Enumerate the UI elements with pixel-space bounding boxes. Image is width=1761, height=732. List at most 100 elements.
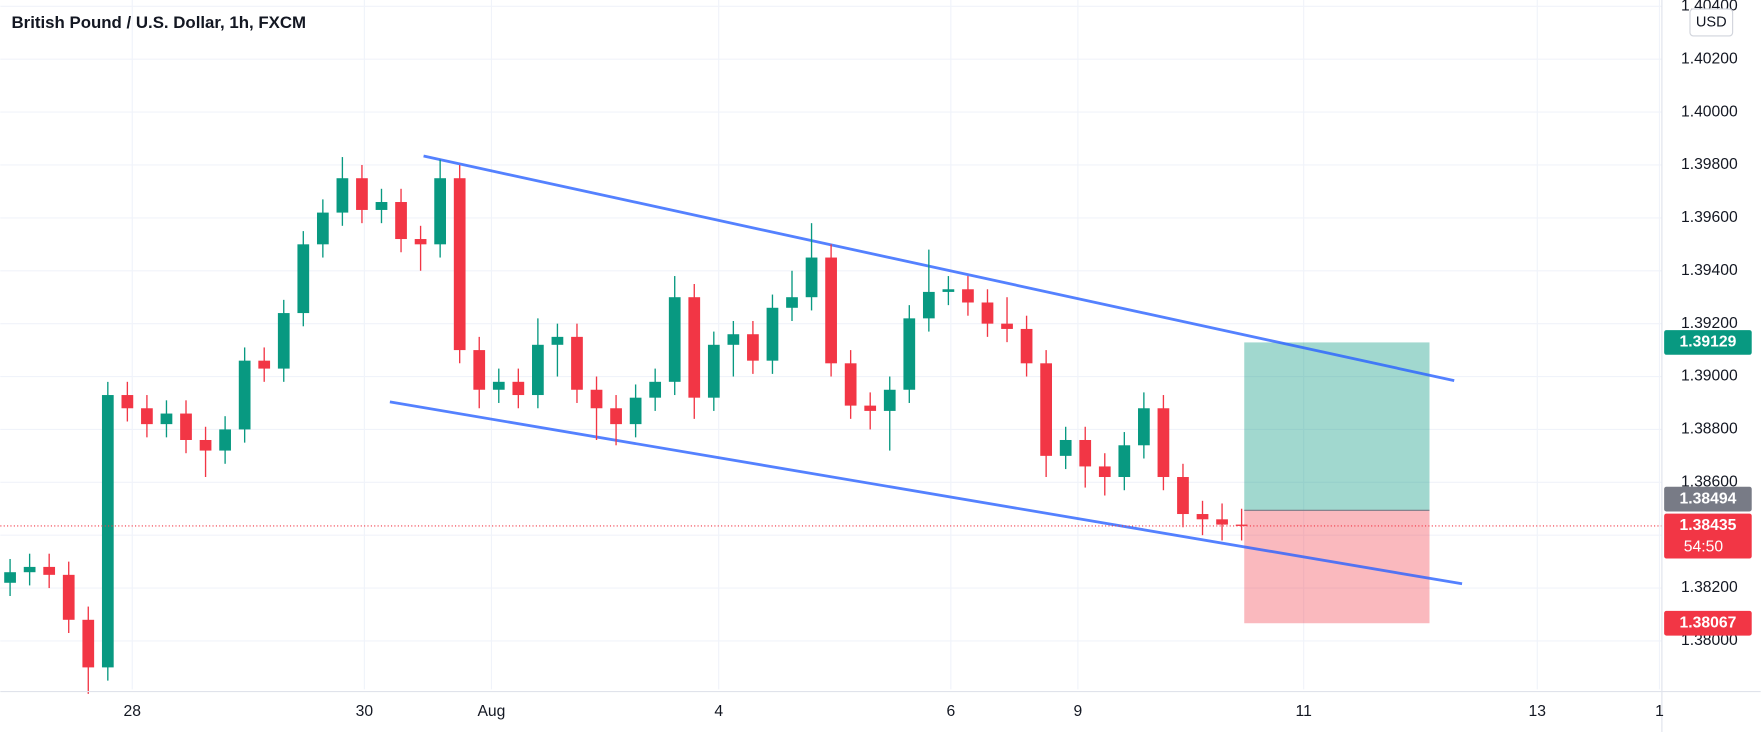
candle-body [590, 389, 603, 409]
candle-body [1196, 514, 1209, 520]
y-tick-label: 1.40200 [1681, 50, 1738, 67]
x-tick-label: 4 [714, 703, 723, 720]
candle-body [180, 413, 192, 440]
x-tick-label: 1 [1655, 703, 1664, 720]
candle-body [199, 439, 212, 451]
candle-body [297, 244, 310, 314]
price-label-box [1664, 330, 1752, 355]
candle-body [805, 257, 818, 298]
x-tick-label: 9 [1074, 703, 1083, 720]
candle-body [688, 297, 701, 398]
candle-body [492, 381, 505, 390]
y-tick-label: 1.38800 [1681, 421, 1738, 438]
candle-body [1157, 408, 1170, 478]
y-tick-label: 1.39000 [1681, 368, 1738, 385]
candle-body [707, 344, 720, 398]
candle-body [629, 397, 642, 425]
currency-label: USD [1696, 14, 1727, 30]
candle-body [43, 566, 56, 575]
price-label-box [1664, 610, 1752, 636]
candle-body [766, 307, 779, 361]
y-tick-label: 1.40000 [1681, 103, 1738, 120]
candle-body [1020, 328, 1033, 364]
y-tick-label: 1.39800 [1681, 156, 1738, 173]
candle-body [922, 291, 935, 319]
candle-body [414, 239, 427, 245]
x-tick-label: 28 [124, 703, 142, 720]
x-tick-label: 11 [1296, 703, 1312, 720]
currency-box [1689, 8, 1734, 37]
candle-body [1235, 524, 1248, 526]
price-label: 1.38494 [1680, 490, 1737, 507]
axes: 1.380001.382001.384001.386001.388001.390… [124, 0, 1752, 720]
lower-trend-line [389, 400, 1463, 586]
y-tick-label: 1.38600 [1681, 473, 1738, 490]
x-tick-label: Aug [477, 703, 505, 720]
candle-body [1059, 439, 1072, 456]
candle-body [62, 574, 75, 620]
profit-zone [1244, 342, 1430, 511]
grid [0, 0, 1662, 690]
candle-body [141, 408, 153, 425]
candle-body [336, 178, 349, 213]
candle-body [551, 336, 564, 345]
position-tool [1244, 342, 1430, 624]
x-tick-label: 6 [946, 703, 955, 720]
candle-body [864, 405, 877, 411]
x-tick-label: 30 [356, 703, 374, 720]
candle-body [1216, 519, 1228, 525]
candle-body [1138, 408, 1150, 446]
price-label: 1.39129 [1680, 334, 1737, 351]
candle-body [825, 257, 837, 364]
candle-body [238, 360, 251, 430]
price-label: 1.38067 [1680, 614, 1737, 631]
candle-body [453, 178, 466, 351]
candle-body [981, 302, 994, 324]
candle-body [610, 408, 622, 425]
candle-body [942, 289, 955, 292]
candle-body [883, 389, 896, 411]
candle-body [512, 381, 525, 396]
candle-body [356, 178, 368, 210]
candle-body [1040, 363, 1052, 456]
candle-body [277, 313, 290, 369]
candle-body [727, 334, 740, 345]
price-label-box [1664, 486, 1752, 512]
candle-body [375, 202, 388, 210]
candle-body [571, 336, 583, 390]
candle-body [316, 212, 329, 245]
y-tick-label: 1.39400 [1681, 262, 1738, 279]
candle-body [962, 289, 974, 303]
candle-body [1177, 477, 1189, 515]
candle-body [473, 350, 486, 390]
candle-body [532, 344, 544, 396]
price-label: 1.38435 [1680, 517, 1737, 534]
x-tick-label: 13 [1529, 703, 1547, 720]
loss-zone [1244, 510, 1430, 624]
candle-body [747, 334, 759, 361]
candle-body [4, 572, 16, 583]
y-tick-label: 1.39600 [1681, 209, 1738, 226]
y-tick-label: 1.38000 [1681, 632, 1738, 649]
candle-body [258, 360, 271, 369]
countdown: 54:50 [1684, 538, 1724, 555]
candle-body [121, 395, 134, 409]
upper-trend-line [423, 154, 1455, 382]
candle-body [219, 429, 231, 451]
candle-body [1001, 323, 1013, 329]
candle-body [1098, 466, 1111, 478]
candle-body [649, 381, 662, 398]
candle-body [434, 178, 447, 245]
candle-body [160, 413, 173, 425]
candle-body [23, 566, 36, 573]
candle-body [82, 619, 95, 668]
price-label-box [1664, 513, 1752, 559]
candle-body [668, 297, 681, 382]
candle-body [1079, 439, 1092, 467]
candle-body [1118, 445, 1131, 478]
candle-body [101, 395, 114, 668]
candles [4, 157, 1248, 694]
